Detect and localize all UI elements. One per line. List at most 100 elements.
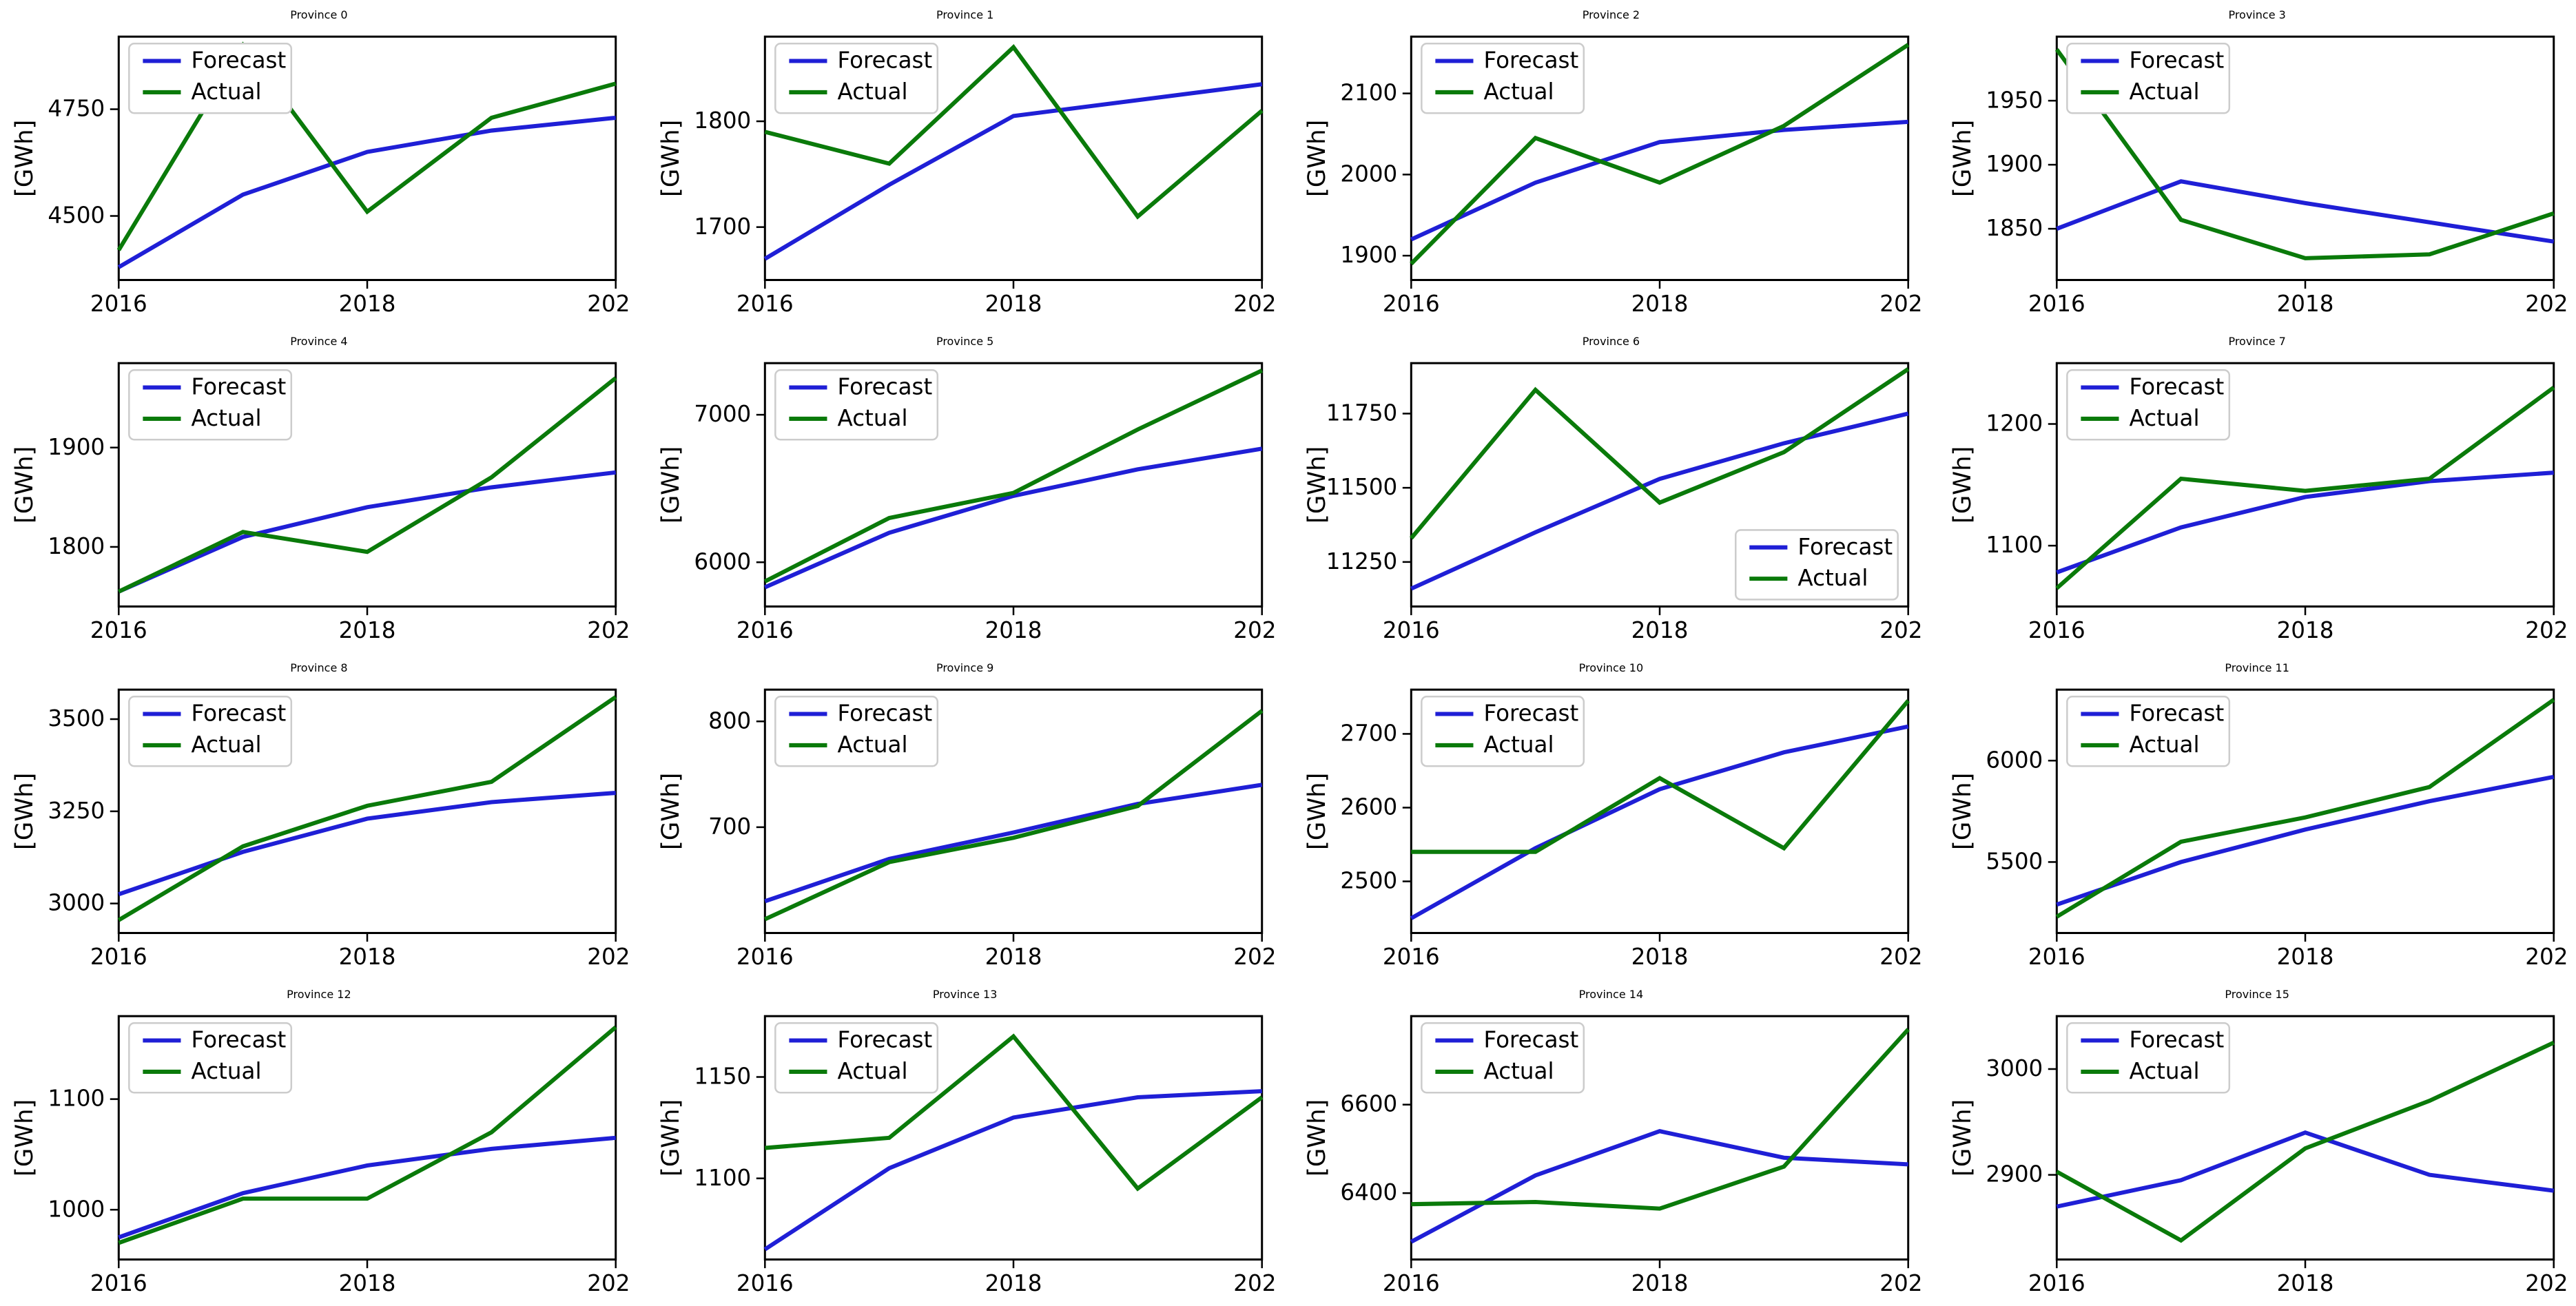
x-tick-label: 2016	[90, 291, 147, 317]
panel-plot: 20162018202064006600[GWh]ForecastActual	[1301, 1002, 1922, 1298]
x-tick-label: 2016	[736, 617, 794, 643]
legend-label-actual: Actual	[837, 405, 907, 431]
panel-plot: 20162018202029003000[GWh]ForecastActual	[1946, 1002, 2568, 1298]
legend-label-actual: Actual	[192, 79, 262, 105]
series-forecast	[119, 473, 615, 592]
y-axis-label: [GWh]	[10, 446, 39, 524]
panel-title: Province 14	[1301, 988, 1922, 1001]
legend-label-actual: Actual	[1483, 79, 1554, 105]
panel-province-7: Province 720162018202011001200[GWh]Forec…	[1946, 335, 2568, 645]
x-tick-label: 2018	[985, 1270, 1042, 1296]
series-forecast	[119, 118, 615, 267]
y-tick-label: 1900	[1340, 242, 1397, 268]
panel-title: Province 7	[1946, 335, 2568, 348]
x-tick-label: 2020	[1233, 1270, 1275, 1296]
legend-label-actual: Actual	[2130, 1058, 2200, 1084]
panel-province-15: Province 1520162018202029003000[GWh]Fore…	[1946, 988, 2568, 1298]
x-tick-label: 2016	[736, 944, 794, 970]
legend-label-forecast: Forecast	[2130, 48, 2225, 74]
x-tick-label: 2018	[339, 1270, 396, 1296]
legend: Forecast Actual	[2068, 1023, 2229, 1092]
panel-plot: 20162018202018001900[GWh]ForecastActual	[8, 349, 630, 645]
x-tick-label: 2018	[985, 944, 1042, 970]
x-tick-label: 2018	[2277, 944, 2334, 970]
x-tick-label: 2018	[339, 291, 396, 317]
y-tick-label: 4750	[48, 96, 105, 122]
y-tick-label: 1850	[1986, 215, 2043, 241]
legend-label-actual: Actual	[837, 1058, 907, 1084]
x-tick-label: 2018	[339, 944, 396, 970]
panel-province-2: Province 2201620182020190020002100[GWh]F…	[1301, 8, 1922, 318]
x-tick-label: 2018	[1631, 291, 1688, 317]
legend-label-forecast: Forecast	[2130, 1027, 2225, 1053]
panel-plot: 20162018202011001150[GWh]ForecastActual	[655, 1002, 1276, 1298]
legend-label-actual: Actual	[1797, 565, 1868, 591]
x-tick-label: 2020	[2526, 944, 2568, 970]
x-tick-label: 2018	[1631, 944, 1688, 970]
panel-province-11: Province 1120162018202055006000[GWh]Fore…	[1946, 661, 2568, 971]
legend-label-actual: Actual	[2130, 405, 2200, 431]
x-tick-label: 2018	[339, 617, 396, 643]
legend: ForecastActual	[1421, 696, 1583, 766]
x-tick-label: 2016	[1382, 617, 1439, 643]
y-axis-label: [GWh]	[657, 1099, 685, 1177]
series-forecast	[765, 1091, 1261, 1250]
legend-label-actual: Actual	[1483, 1058, 1554, 1084]
y-tick-label: 5500	[1986, 848, 2043, 874]
legend: ForecastActual	[2068, 696, 2229, 766]
y-tick-label: 1200	[1986, 410, 2043, 436]
series-forecast	[119, 793, 615, 894]
y-axis-label: [GWh]	[1948, 1099, 1977, 1177]
y-tick-label: 2900	[1986, 1161, 2043, 1188]
y-tick-label: 6400	[1340, 1179, 1397, 1205]
y-tick-label: 3500	[48, 705, 105, 732]
panel-title: Province 15	[1946, 988, 2568, 1001]
legend: ForecastActual	[775, 370, 937, 439]
panel-province-5: Province 520162018202060007000[GWh]Forec…	[655, 335, 1276, 645]
y-tick-label: 3250	[48, 798, 105, 824]
x-tick-label: 2020	[2526, 1270, 2568, 1296]
y-tick-label: 6600	[1340, 1091, 1397, 1117]
series-forecast	[2057, 1132, 2554, 1207]
y-axis-label: [GWh]	[1948, 773, 1977, 850]
legend-label-actual: Actual	[192, 1058, 262, 1084]
legend: ForecastActual	[775, 696, 937, 766]
y-tick-label: 2600	[1340, 794, 1397, 820]
panel-title: Province 10	[1301, 661, 1922, 674]
panel-title: Province 2	[1301, 8, 1922, 21]
chart-grid: Province 020162018202045004750[GWh]Forec…	[0, 0, 2576, 1306]
y-tick-label: 1700	[694, 214, 751, 240]
y-axis-label: [GWh]	[1303, 446, 1331, 524]
legend-label-forecast: Forecast	[192, 48, 287, 74]
panel-title: Province 9	[655, 661, 1276, 674]
panel-province-1: Province 120162018202017001800[GWh]Forec…	[655, 8, 1276, 318]
legend-label-forecast: Forecast	[1797, 534, 1893, 560]
y-tick-label: 1800	[48, 533, 105, 559]
legend-label-actual: Actual	[192, 405, 262, 431]
legend-label-forecast: Forecast	[192, 1027, 287, 1053]
series-forecast	[2057, 777, 2554, 904]
legend-label-forecast: Forecast	[192, 374, 287, 400]
legend-label-actual: Actual	[192, 732, 262, 758]
x-tick-label: 2018	[985, 291, 1042, 317]
y-axis-label: [GWh]	[1303, 1099, 1331, 1177]
y-tick-label: 6000	[694, 548, 751, 574]
panel-plot: 20162018202055006000[GWh]ForecastActual	[1946, 676, 2568, 971]
panel-province-4: Province 420162018202018001900[GWh]Forec…	[8, 335, 630, 645]
x-tick-label: 2016	[90, 944, 147, 970]
x-tick-label: 2018	[2277, 1270, 2334, 1296]
series-forecast	[1411, 1131, 1908, 1242]
legend-label-forecast: Forecast	[2130, 374, 2225, 400]
x-tick-label: 2016	[2028, 291, 2085, 317]
panel-plot: 201620182020112501150011750[GWh]Forecast…	[1301, 349, 1922, 645]
y-tick-label: 1100	[1986, 532, 2043, 558]
legend: Forecast Actual	[129, 43, 291, 113]
panel-plot: 20162018202060007000[GWh]ForecastActual	[655, 349, 1276, 645]
panel-title: Province 5	[655, 335, 1276, 348]
x-tick-label: 2020	[2526, 291, 2568, 317]
panel-title: Province 4	[8, 335, 630, 348]
x-tick-label: 2020	[1879, 1270, 1921, 1296]
panel-province-10: Province 10201620182020250026002700[GWh]…	[1301, 661, 1922, 971]
panel-plot: 20162018202011001200[GWh]ForecastActual	[1946, 349, 2568, 645]
legend-label-actual: Actual	[2130, 79, 2200, 105]
